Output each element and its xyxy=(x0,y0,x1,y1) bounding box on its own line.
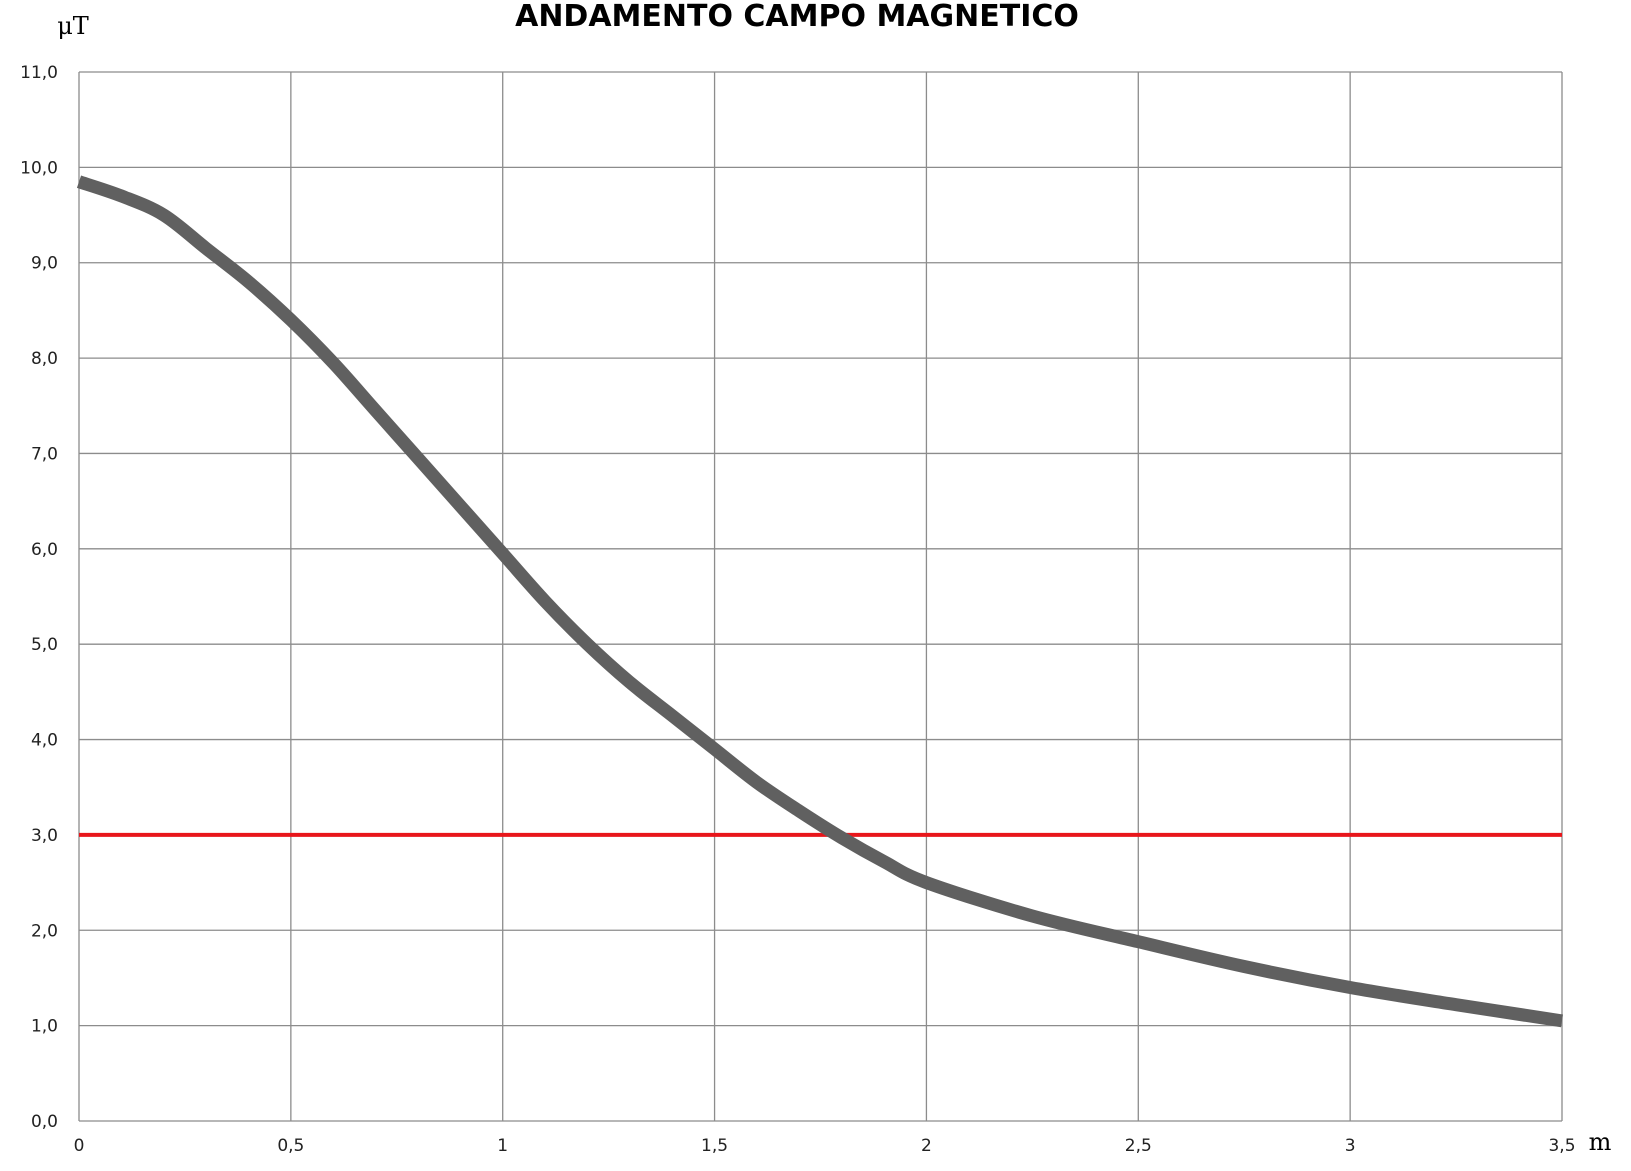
x-tick-label: 1,5 xyxy=(701,1136,728,1156)
x-tick-label: 3,5 xyxy=(1548,1136,1575,1156)
y-tick-label: 8,0 xyxy=(31,349,58,369)
x-tick-label: 0,5 xyxy=(277,1136,304,1156)
x-tick-label: 0 xyxy=(74,1136,85,1156)
y-tick-label: 5,0 xyxy=(31,635,58,655)
y-axis-unit-label: μT xyxy=(57,12,89,40)
y-tick-label: 11,0 xyxy=(20,63,58,83)
field-curve xyxy=(76,175,1563,1028)
x-tick-label: 2 xyxy=(921,1136,932,1156)
y-tick-label: 10,0 xyxy=(20,158,58,178)
x-tick-labels: 0 0,5 1 1,5 2 2,5 3 3,5 xyxy=(74,1136,1576,1156)
y-tick-label: 2,0 xyxy=(31,921,58,941)
y-tick-label: 1,0 xyxy=(31,1017,58,1037)
y-tick-label: 0,0 xyxy=(31,1112,58,1132)
y-tick-label: 6,0 xyxy=(31,540,58,560)
x-tick-label: 2,5 xyxy=(1125,1136,1152,1156)
x-tick-label: 3 xyxy=(1345,1136,1356,1156)
y-tick-labels: 0,0 1,0 2,0 3,0 4,0 5,0 6,0 7,0 8,0 9,0 10,0 11,0 xyxy=(20,63,58,1132)
data-series xyxy=(76,175,1563,1028)
y-tick-label: 7,0 xyxy=(31,444,58,464)
y-tick-label: 9,0 xyxy=(31,254,58,274)
y-tick-label: 3,0 xyxy=(31,826,58,846)
x-tick-label: 1 xyxy=(497,1136,508,1156)
grid-lines xyxy=(78,71,1563,1122)
y-tick-label: 4,0 xyxy=(31,731,58,751)
chart-title: ANDAMENTO CAMPO MAGNETICO xyxy=(515,0,1079,34)
x-axis-unit-label: m xyxy=(1589,1128,1612,1156)
